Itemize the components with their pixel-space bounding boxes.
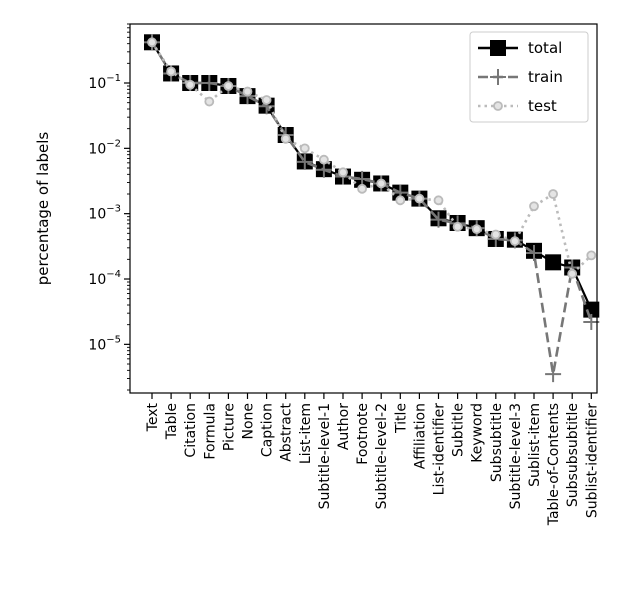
point-test-21	[548, 189, 558, 199]
xtick-label-10: Author	[336, 403, 352, 450]
xtick-label-21: Table-of-Contents	[546, 403, 562, 526]
legend-marker-train	[490, 69, 506, 85]
point-test-18	[490, 229, 501, 240]
legend-marker-total	[490, 40, 506, 56]
legend-item-test: test	[478, 97, 557, 115]
xtick-label-2: Citation	[183, 403, 199, 458]
xtick-label-17: Keyword	[470, 403, 486, 463]
plot-area	[144, 34, 600, 383]
point-test-19	[510, 236, 520, 247]
xtick-label-12: Subtitle-level-2	[374, 403, 390, 509]
point-test-9	[318, 154, 329, 165]
point-test-13	[395, 195, 406, 206]
point-test-0	[147, 37, 157, 48]
ytick-label-1: 10−2	[88, 138, 121, 157]
xtick-label-23: Sublist-identifier	[584, 403, 600, 518]
xtick-label-20: Sublist-item	[527, 403, 543, 487]
point-test-12	[376, 178, 387, 189]
point-test-23	[586, 250, 597, 261]
point-test-2	[185, 79, 196, 90]
xtick-label-1: Table	[164, 403, 180, 440]
ytick-label-0: 10−1	[88, 73, 121, 92]
axes: 10−1 10−2 10−3 10−4 10−5 Text Table Citation For…	[34, 23, 600, 526]
point-test-11	[357, 183, 368, 194]
point-test-16	[452, 221, 463, 232]
point-test-6	[261, 95, 272, 105]
legend-label-train: train	[528, 68, 563, 86]
point-test-10	[338, 167, 348, 178]
point-train-15	[430, 211, 447, 228]
xtick-label-15: List-identifier	[432, 403, 448, 496]
point-test-15	[433, 195, 444, 206]
xtick-label-11: Footnote	[355, 403, 371, 465]
point-train-8	[296, 153, 313, 170]
y-axis-label: percentage of labels	[34, 132, 52, 286]
xtick-label-3: Formula	[202, 403, 218, 460]
xtick-label-14: Affiliation	[412, 403, 428, 469]
legend-label-test: test	[528, 97, 557, 115]
xtick-label-4: Picture	[221, 403, 237, 451]
legend-marker-test	[493, 101, 503, 111]
xtick-label-6: Caption	[260, 403, 276, 457]
point-test-3	[204, 96, 215, 107]
xtick-label-16: Subtitle	[451, 403, 467, 457]
point-total-21	[545, 254, 562, 271]
point-test-1	[166, 66, 177, 77]
legend-item-total: total	[478, 39, 562, 57]
point-train-3	[201, 75, 218, 92]
point-test-20	[529, 201, 539, 212]
xtick-label-0: Text	[145, 403, 161, 433]
series-test	[147, 37, 597, 279]
point-train-20	[526, 245, 542, 262]
point-test-22	[567, 268, 578, 279]
xtick-label-18: Subsubtitle	[489, 403, 505, 482]
ytick-label-2: 10−3	[88, 204, 121, 223]
point-test-5	[242, 86, 253, 97]
legend-item-train: train	[478, 68, 563, 86]
ytick-label-3: 10−4	[88, 269, 121, 288]
point-train-21	[545, 366, 562, 383]
point-test-7	[280, 133, 291, 144]
xtick-label-7: Abstract	[279, 403, 295, 462]
xtick-label-8: List-item	[298, 403, 314, 464]
point-test-17	[471, 224, 482, 235]
point-test-8	[299, 143, 310, 154]
point-test-14	[414, 193, 425, 204]
xtick-label-9: Subtitle-level-1	[317, 403, 333, 509]
xtick-label-13: Title	[393, 403, 409, 434]
xtick-label-19: Subtitle-level-3	[508, 403, 524, 509]
plot-frame	[129, 23, 598, 394]
legend-label-total: total	[528, 39, 562, 57]
xtick-label-5: None	[241, 403, 257, 440]
xtick-label-22: Subsubsubtitle	[565, 403, 581, 507]
legend: total train test	[469, 31, 589, 123]
ytick-label-4: 10−5	[88, 334, 121, 353]
point-test-4	[223, 81, 234, 91]
